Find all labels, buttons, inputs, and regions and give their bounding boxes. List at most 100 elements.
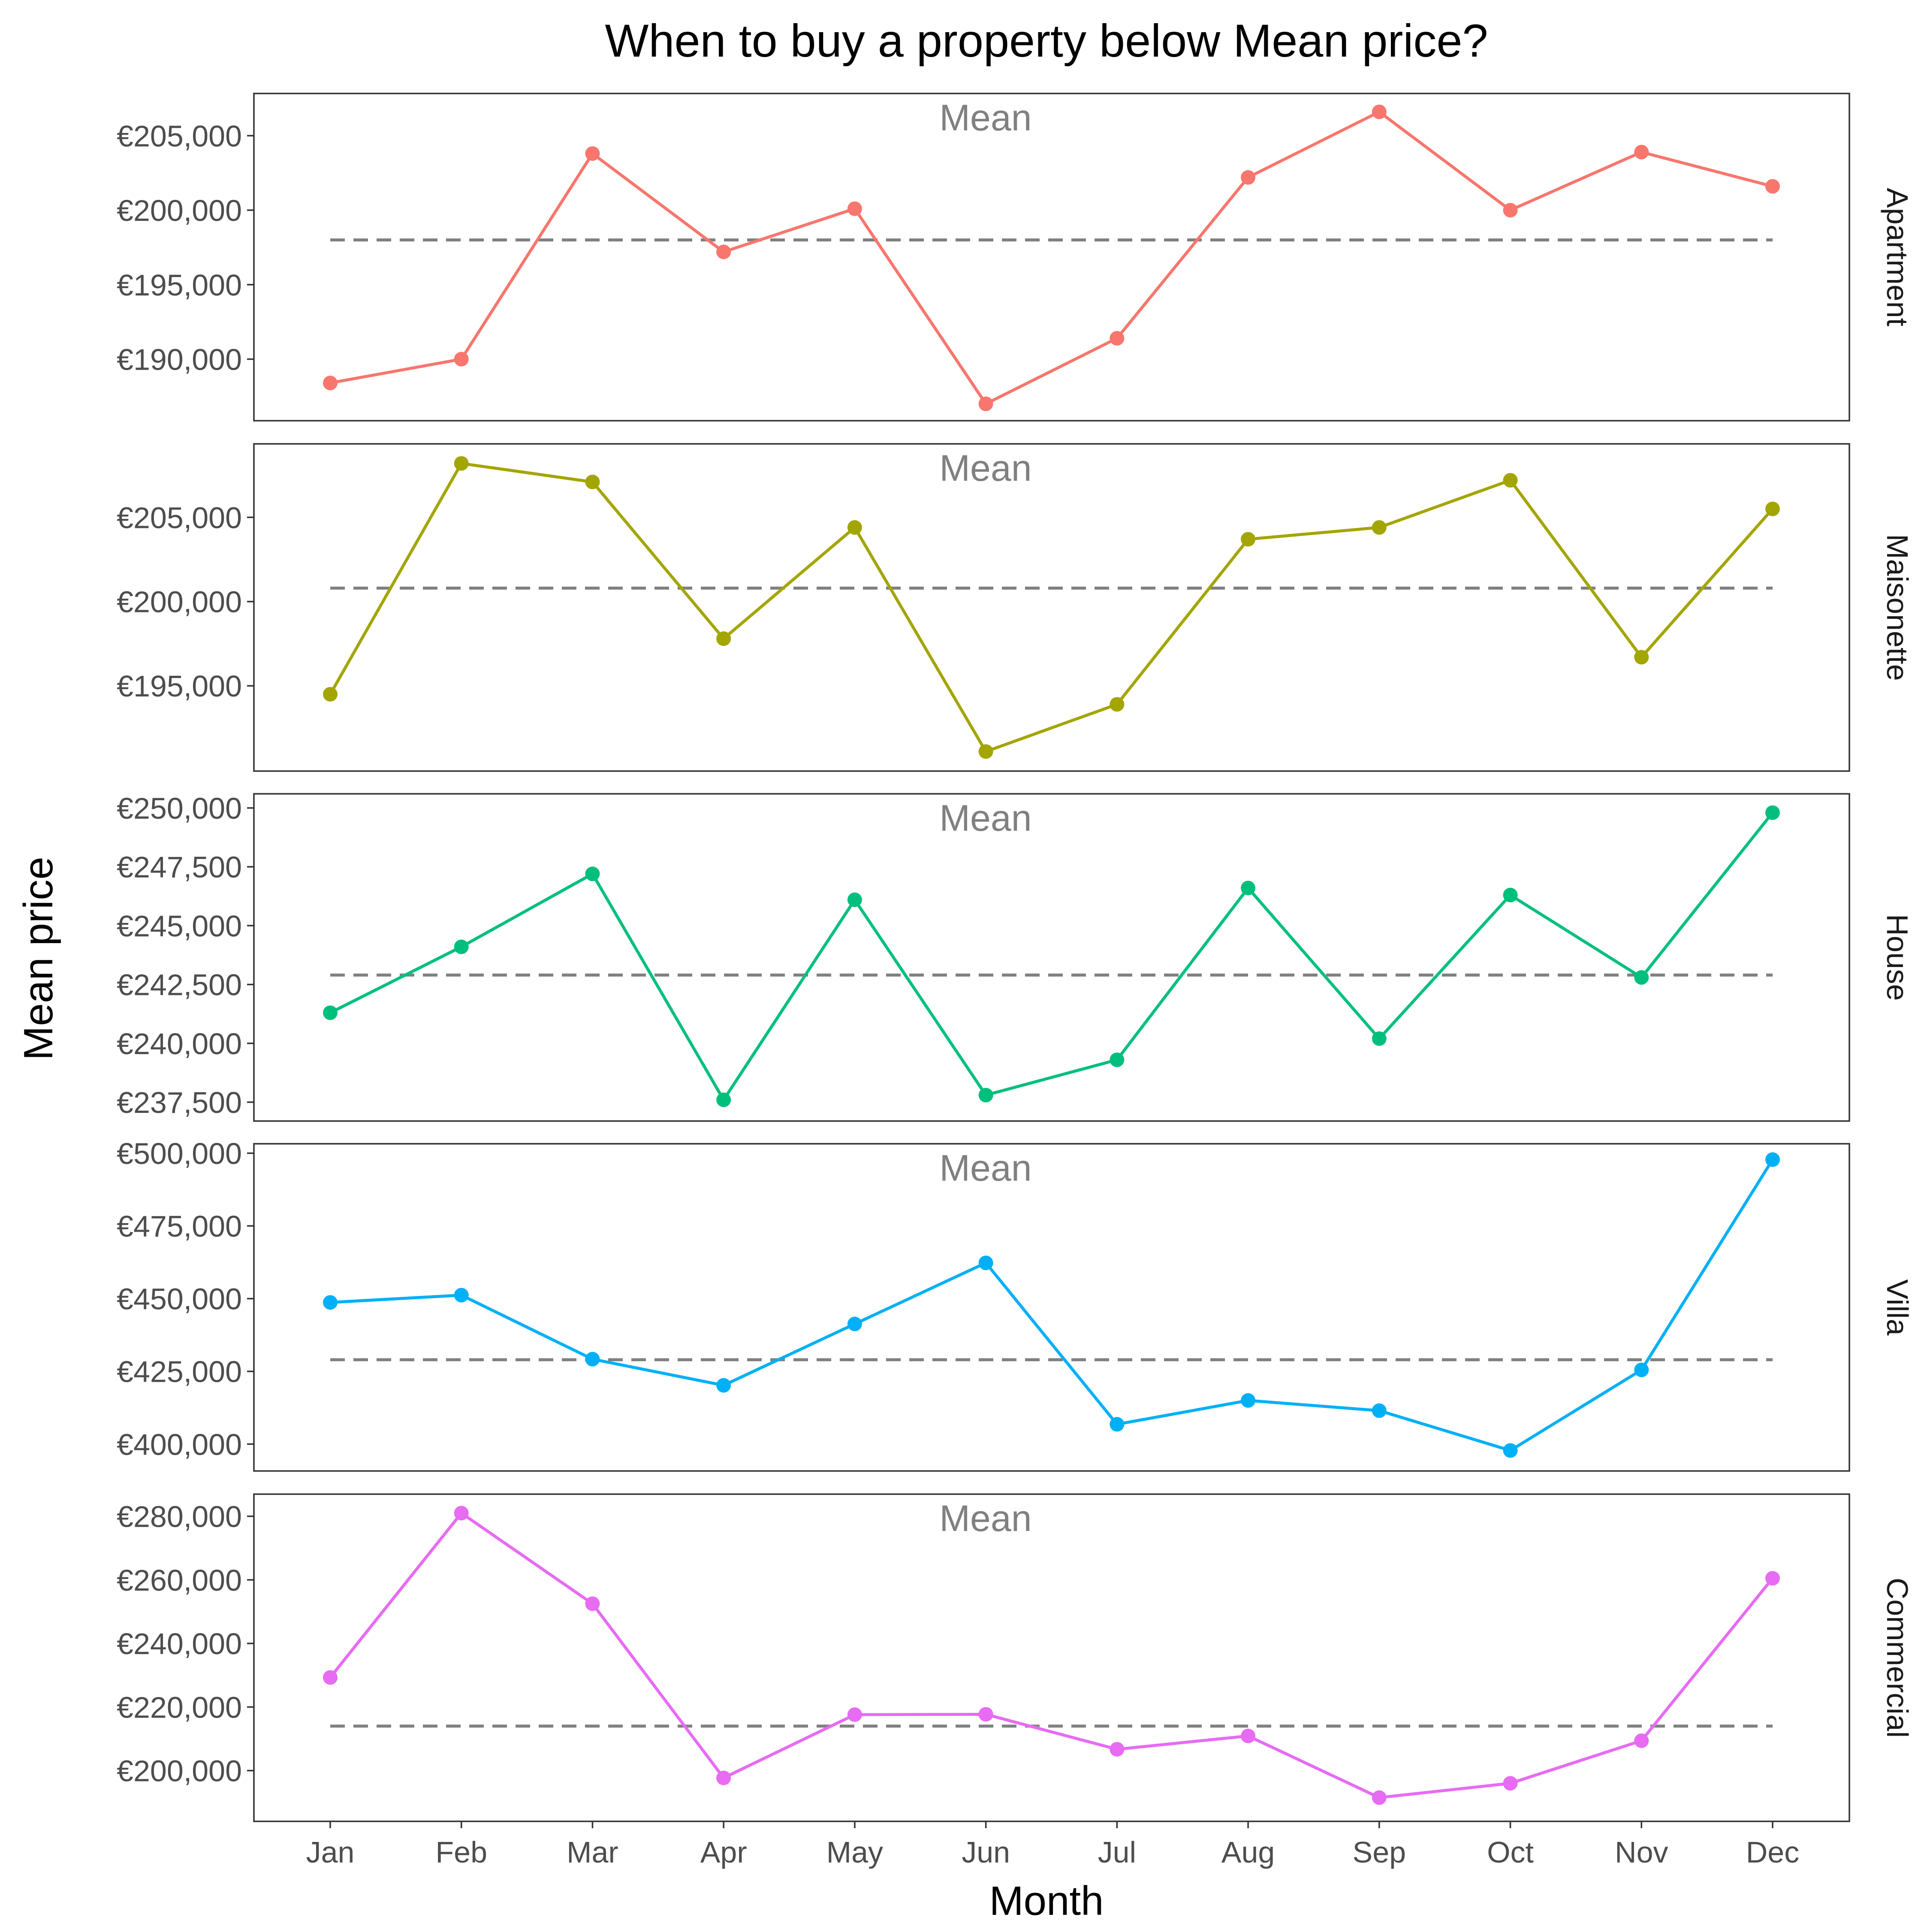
data-point — [585, 474, 600, 489]
x-axis-title: Month — [989, 1878, 1104, 1924]
y-tick-label: €205,000 — [117, 119, 242, 153]
data-point — [585, 146, 600, 161]
data-point — [323, 687, 338, 702]
data-point — [978, 744, 993, 759]
x-tick-label: Jun — [962, 1836, 1010, 1869]
y-tick-label: €237,500 — [117, 1086, 242, 1119]
data-point — [1241, 880, 1256, 895]
data-point — [847, 1707, 862, 1722]
data-point — [978, 1707, 993, 1722]
facet-strip-label: House — [1881, 914, 1914, 1001]
x-tick-label: Aug — [1221, 1836, 1275, 1869]
data-point — [716, 631, 731, 646]
facet-panels: €190,000 €195,000 €200,000 €205,000 Mean Apar… — [117, 93, 1914, 1822]
data-point — [454, 456, 469, 471]
data-point — [585, 1596, 600, 1611]
data-point — [716, 1770, 731, 1785]
data-point — [716, 1092, 731, 1107]
y-tick-label: €250,000 — [117, 792, 242, 825]
series-line-commercial — [329, 1511, 1774, 1799]
data-point — [1634, 1733, 1649, 1748]
data-point — [1372, 520, 1387, 535]
chart-title: When to buy a property below Mean price? — [605, 15, 1488, 66]
data-point — [323, 1670, 338, 1685]
mean-label: Mean — [939, 798, 1031, 839]
y-tick-label: €500,000 — [117, 1137, 242, 1170]
data-point — [978, 396, 993, 411]
panel-frame — [253, 1493, 1850, 1822]
panel-frame — [253, 793, 1850, 1122]
data-point — [1241, 1728, 1256, 1743]
data-point — [847, 520, 862, 535]
data-point — [716, 1378, 731, 1393]
data-point — [1241, 1393, 1256, 1408]
facet-strip-label: Apartment — [1881, 188, 1914, 326]
x-tick-label: Dec — [1746, 1836, 1799, 1869]
x-tick-label: Apr — [700, 1836, 747, 1869]
data-point — [454, 939, 469, 954]
data-point — [454, 1506, 469, 1521]
y-tick-label: €400,000 — [117, 1428, 242, 1461]
mean-label: Mean — [939, 1148, 1031, 1189]
data-point — [1241, 532, 1256, 547]
data-point — [1110, 1052, 1125, 1067]
data-point — [1372, 1403, 1387, 1418]
data-point — [1765, 179, 1780, 194]
x-tick-label: Jan — [306, 1836, 355, 1869]
data-point — [978, 1088, 993, 1103]
data-point — [978, 1255, 993, 1270]
series-line-house — [329, 811, 1774, 1102]
facet-strip-label: Commercial — [1881, 1578, 1914, 1738]
data-point — [1110, 697, 1125, 712]
facet-panel-apartment: €190,000 €195,000 €200,000 €205,000 Mean Apar… — [117, 93, 1914, 422]
panel-frame — [253, 443, 1850, 772]
x-tick-label: Jul — [1098, 1836, 1136, 1869]
y-tick-label: €205,000 — [117, 501, 242, 534]
x-tick-label: May — [826, 1836, 883, 1869]
data-point — [1372, 104, 1387, 119]
y-tick-label: €195,000 — [117, 669, 242, 703]
data-point — [1372, 1790, 1387, 1805]
data-point — [323, 1005, 338, 1020]
y-tick-label: €220,000 — [117, 1691, 242, 1724]
data-point — [1765, 805, 1780, 820]
data-point — [1503, 473, 1518, 488]
data-point — [454, 1288, 469, 1303]
data-point — [323, 1295, 338, 1310]
y-axis-title: Mean price — [15, 857, 61, 1061]
series-line-apartment — [330, 110, 1773, 406]
y-tick-label: €475,000 — [117, 1210, 242, 1243]
y-tick-label: €240,000 — [117, 1627, 242, 1661]
data-point — [1634, 1362, 1649, 1377]
mean-label: Mean — [939, 1498, 1031, 1539]
data-point — [847, 1317, 862, 1332]
x-tick-label: Feb — [435, 1836, 487, 1869]
y-tick-label: €200,000 — [117, 585, 242, 619]
y-tick-label: €195,000 — [117, 268, 242, 302]
data-point — [1241, 170, 1256, 185]
x-tick-label: Sep — [1353, 1836, 1406, 1869]
data-point — [1110, 1417, 1125, 1432]
series-line-villa — [330, 1159, 1774, 1452]
data-point — [1765, 1571, 1780, 1586]
y-tick-label: €245,000 — [117, 909, 242, 943]
facet-panel-villa: €400,000 €425,000 €450,000 €475,000 €500,000… — [117, 1137, 1914, 1472]
data-point — [1765, 501, 1780, 516]
facet-panel-maisonette: €195,000 €200,000 €205,000 Mean Maisonette — [117, 443, 1914, 772]
data-point — [323, 376, 338, 391]
x-axis: Jan Feb Mar Apr May Jun Jul Aug Sep Oct Nov Dec — [306, 1821, 1799, 1869]
data-point — [585, 1352, 600, 1367]
mean-label: Mean — [939, 97, 1031, 139]
series-line-maisonette — [329, 462, 1774, 753]
facet-panel-house: €237,500 €240,000 €242,500 €245,000 €247,500… — [117, 792, 1914, 1122]
data-point — [1503, 1443, 1518, 1458]
y-tick-label: €450,000 — [117, 1282, 242, 1316]
data-point — [847, 892, 862, 907]
facet-strip-label: Maisonette — [1881, 534, 1914, 681]
y-tick-label: €240,000 — [117, 1027, 242, 1061]
data-point — [847, 201, 862, 216]
x-tick-label: Nov — [1615, 1836, 1668, 1869]
data-point — [1634, 145, 1649, 160]
